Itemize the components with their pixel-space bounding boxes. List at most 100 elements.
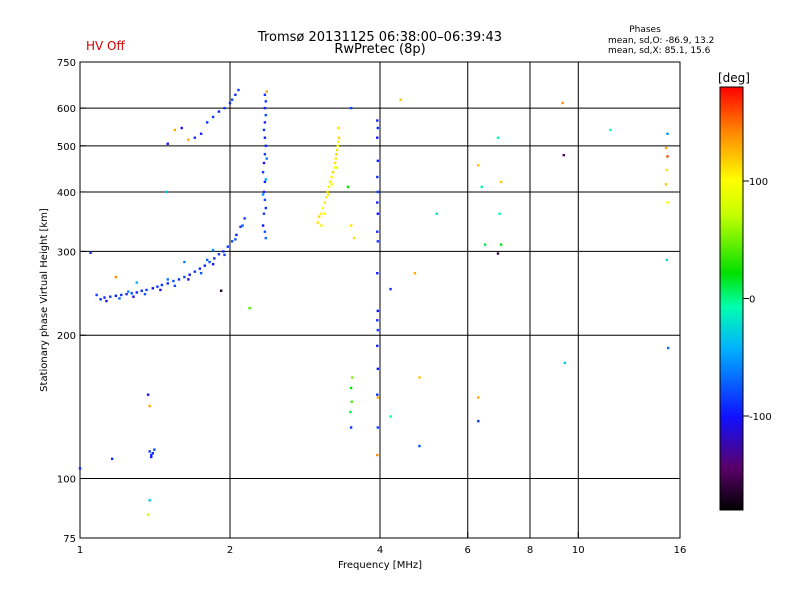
data-point (376, 393, 379, 396)
data-point (103, 296, 106, 299)
data-point (89, 251, 92, 255)
data-point (376, 190, 380, 194)
data-point (483, 243, 487, 246)
data-point (349, 426, 353, 429)
hv-status-label: HV Off (86, 39, 125, 53)
data-point (173, 284, 177, 288)
data-point (327, 193, 330, 196)
chart-title-line1: Tromsø 20131125 06:38:00–06:39:43 (257, 30, 502, 45)
phases-stats-o: mean, sd,O: -86.9, 13.2 (608, 36, 714, 46)
data-point (413, 272, 417, 275)
data-point (435, 212, 438, 215)
data-point (172, 279, 175, 283)
data-point (264, 113, 268, 117)
data-point (262, 128, 266, 132)
data-point (109, 295, 112, 298)
data-point (337, 126, 340, 130)
colorbar (719, 86, 744, 511)
data-point (376, 367, 380, 371)
x-tick-label: 8 (527, 545, 533, 556)
data-point (664, 146, 668, 150)
data-point (666, 155, 669, 158)
x-tick-label: 4 (377, 545, 383, 556)
data-point (320, 212, 323, 215)
data-point (148, 450, 151, 453)
data-point (105, 299, 108, 303)
data-point (217, 252, 221, 256)
data-point (349, 410, 352, 414)
data-point (205, 121, 209, 124)
data-point (263, 121, 267, 124)
data-point (477, 419, 480, 423)
data-point (496, 252, 500, 255)
data-point (264, 144, 268, 148)
data-point (205, 258, 209, 262)
x-axis-label: Frequency [MHz] (338, 560, 422, 571)
data-point (330, 175, 333, 179)
data-point (151, 287, 155, 290)
data-point (203, 264, 206, 267)
data-point (151, 452, 155, 455)
data-point (150, 453, 153, 457)
y-axis-label: Stationary phase Virtual Height [km] (39, 208, 50, 392)
chart-title-line2: RwPretec (8p) (334, 42, 425, 57)
data-point (376, 159, 380, 163)
data-point (148, 499, 151, 502)
data-point (477, 396, 480, 399)
data-point (219, 289, 223, 292)
data-point (376, 272, 379, 275)
data-point (496, 136, 500, 139)
data-point (418, 444, 421, 448)
y-tick-label: 750 (57, 58, 76, 69)
data-point (376, 175, 379, 179)
data-point (349, 224, 353, 227)
colorbar-tick-label: 100 (749, 177, 768, 188)
x-tick-label: 6 (465, 545, 471, 556)
phases-header: Phases (629, 25, 661, 35)
data-point (198, 267, 202, 270)
data-point (127, 290, 130, 293)
data-point (261, 171, 265, 174)
data-point (325, 195, 328, 199)
data-point (110, 457, 114, 461)
data-point (666, 346, 670, 350)
data-point (187, 278, 190, 281)
data-point (248, 306, 251, 310)
data-point (346, 185, 350, 189)
data-point (264, 206, 268, 210)
data-point (265, 157, 268, 160)
data-point (118, 297, 121, 300)
data-point (376, 309, 380, 313)
data-point (140, 289, 143, 292)
data-point (264, 178, 268, 181)
data-point (263, 153, 267, 156)
data-point (159, 288, 162, 292)
data-point (193, 270, 197, 273)
data-point (261, 224, 265, 227)
data-point (262, 161, 266, 165)
x-axis-ticks: 1 2 4 6 8 10 16 (77, 532, 686, 556)
data-point (166, 142, 169, 145)
data-point (666, 201, 669, 204)
data-point (376, 344, 379, 348)
data-point (376, 453, 379, 457)
data-point (376, 119, 379, 122)
data-point (320, 224, 323, 227)
data-point (561, 101, 564, 105)
data-point (350, 400, 353, 403)
y-axis-ticks: 75 100 200 300 400 500 600 750 (57, 58, 86, 545)
data-point (665, 258, 668, 262)
data-point (376, 126, 380, 130)
data-point (146, 513, 150, 516)
data-point (317, 215, 321, 218)
data-point (148, 404, 151, 408)
data-point (330, 183, 333, 186)
data-point (188, 273, 191, 276)
grid-lines (80, 62, 680, 538)
data-point (333, 161, 337, 165)
data-point (160, 283, 164, 287)
data-point (156, 285, 159, 288)
data-point (376, 240, 380, 243)
data-point (223, 253, 226, 257)
data-point (234, 238, 237, 241)
